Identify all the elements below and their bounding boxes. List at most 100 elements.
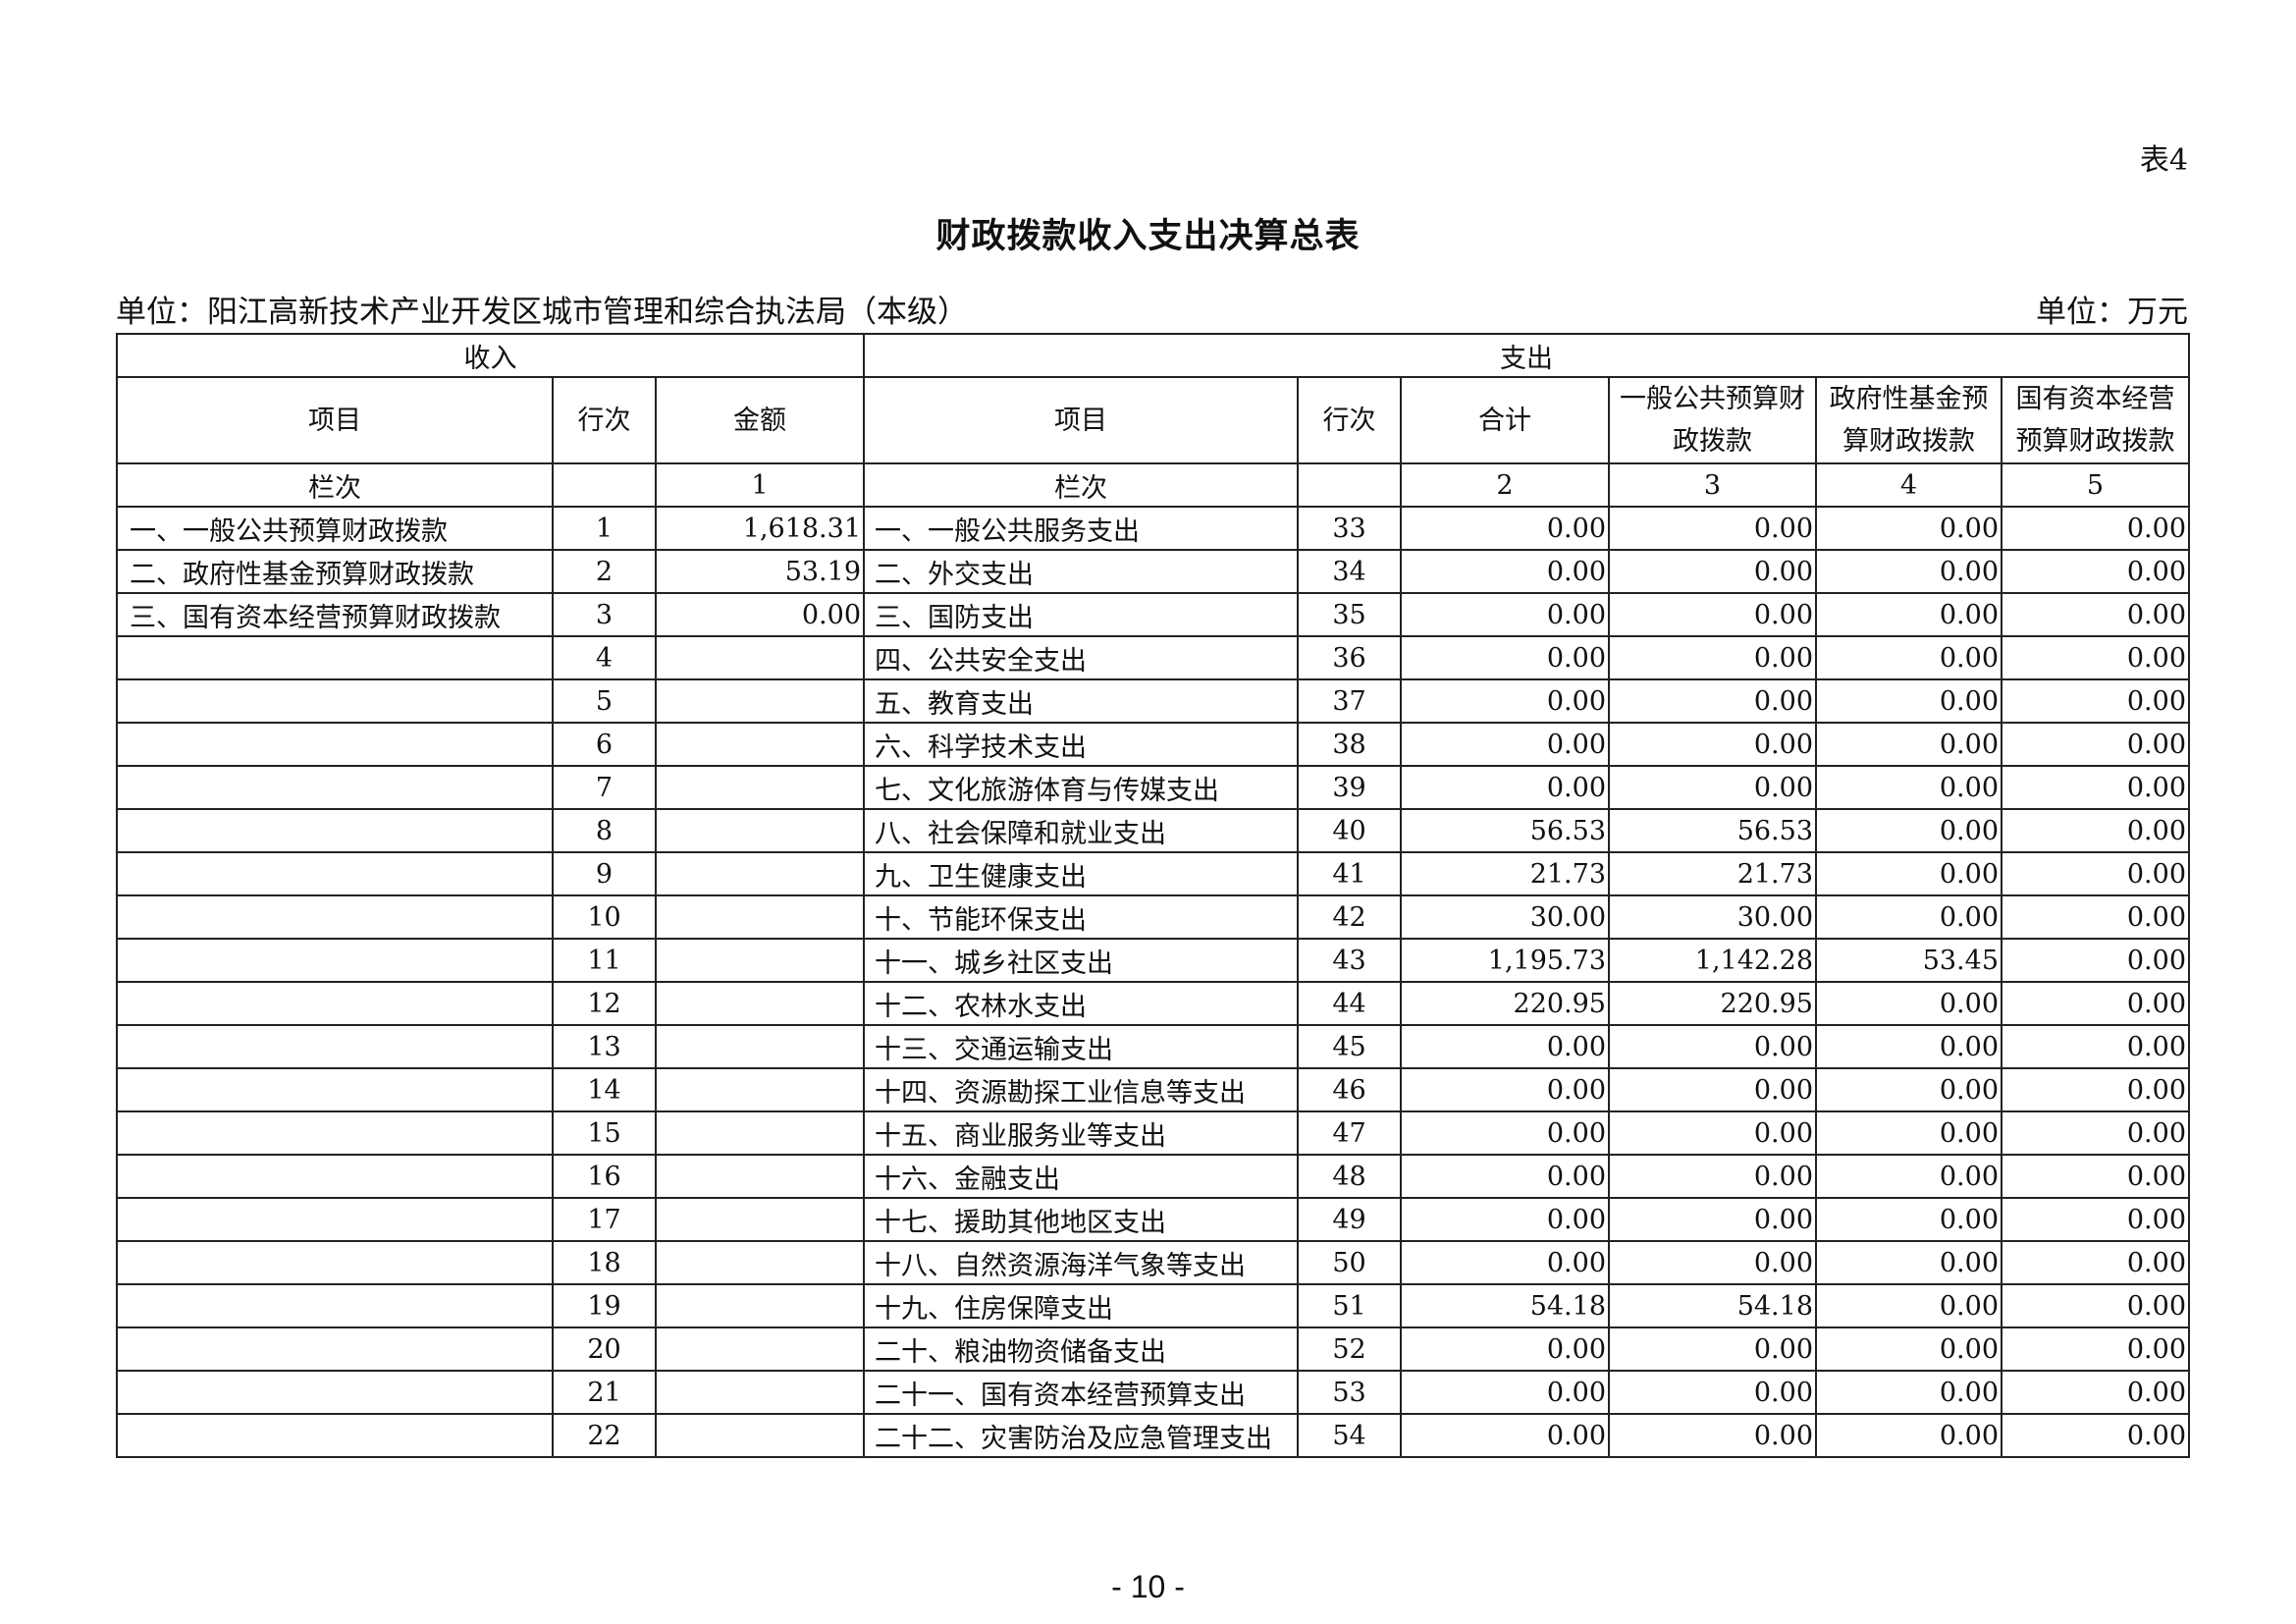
expense-general: 0.00 [1608, 1197, 1817, 1242]
expense-fund: 0.00 [1815, 1067, 2002, 1112]
expense-fund: 0.00 [1815, 1110, 2002, 1156]
income-item [116, 938, 554, 983]
income-row-no: 9 [552, 851, 657, 896]
expense-item: 十八、自然资源海洋气象等支出 [863, 1240, 1299, 1285]
expense-item: 二十一、国有资本经营预算支出 [863, 1370, 1299, 1415]
expense-row-no: 38 [1297, 722, 1402, 767]
col-3: 3 [1608, 462, 1817, 508]
expense-item: 十五、商业服务业等支出 [863, 1110, 1299, 1156]
income-amount [655, 1197, 865, 1242]
expense-total: 0.00 [1400, 549, 1610, 594]
expense-state-capital: 0.00 [2001, 635, 2190, 680]
income-amount [655, 1024, 865, 1069]
income-item [116, 808, 554, 853]
header-item: 项目 [116, 376, 554, 464]
expense-state-capital: 0.00 [2001, 808, 2190, 853]
expense-general: 1,142.28 [1608, 938, 1817, 983]
expense-general: 0.00 [1608, 1370, 1817, 1415]
expense-general: 0.00 [1608, 1024, 1817, 1069]
expense-general: 56.53 [1608, 808, 1817, 853]
income-item [116, 635, 554, 680]
table-row: 18 十八、自然资源海洋气象等支出 50 0.00 0.00 0.00 0.00 [116, 1240, 2190, 1285]
header-total: 合计 [1400, 376, 1610, 464]
table-row: 12 十二、农林水支出 44 220.95 220.95 0.00 0.00 [116, 981, 2190, 1026]
header-row-column-numbers: 栏次 1 栏次 2 3 4 5 [116, 462, 2190, 508]
expense-item: 十三、交通运输支出 [863, 1024, 1299, 1069]
expense-fund: 0.00 [1815, 635, 2002, 680]
table-row: 16 十六、金融支出 48 0.00 0.00 0.00 0.00 [116, 1154, 2190, 1199]
income-row-no: 17 [552, 1197, 657, 1242]
expense-general: 0.00 [1608, 1413, 1817, 1458]
expense-state-capital: 0.00 [2001, 1024, 2190, 1069]
expense-general: 220.95 [1608, 981, 1817, 1026]
expense-fund: 0.00 [1815, 1024, 2002, 1069]
table-row: 一、一般公共预算财政拨款 1 1,618.31 一、一般公共服务支出 33 0.00 0.0… [116, 506, 2190, 551]
income-row-no: 8 [552, 808, 657, 853]
expense-general: 0.00 [1608, 678, 1817, 724]
expense-total: 0.00 [1400, 506, 1610, 551]
table-number: 表4 [2139, 143, 2188, 178]
expense-item: 二十二、灾害防治及应急管理支出 [863, 1413, 1299, 1458]
header-amount: 金额 [655, 376, 865, 464]
income-item [116, 894, 554, 940]
table-row: 7 七、文化旅游体育与传媒支出 39 0.00 0.00 0.00 0.00 [116, 765, 2190, 810]
expense-fund: 53.45 [1815, 938, 2002, 983]
income-amount [655, 765, 865, 810]
expense-total: 1,195.73 [1400, 938, 1610, 983]
expense-state-capital: 0.00 [2001, 549, 2190, 594]
expense-fund: 0.00 [1815, 1326, 2002, 1372]
income-amount [655, 1413, 865, 1458]
expense-state-capital: 0.00 [2001, 1370, 2190, 1415]
income-item [116, 678, 554, 724]
expense-item: 三、国防支出 [863, 592, 1299, 637]
income-amount: 0.00 [655, 592, 865, 637]
expense-general: 30.00 [1608, 894, 1817, 940]
income-row-no: 16 [552, 1154, 657, 1199]
expense-item: 十六、金融支出 [863, 1154, 1299, 1199]
col-4: 4 [1815, 462, 2002, 508]
income-item [116, 1413, 554, 1458]
expense-item: 十九、住房保障支出 [863, 1283, 1299, 1328]
income-row-no: 11 [552, 938, 657, 983]
expense-item: 十七、援助其他地区支出 [863, 1197, 1299, 1242]
expense-total: 0.00 [1400, 1240, 1610, 1285]
header-expense: 支出 [863, 333, 2190, 378]
expense-total: 0.00 [1400, 1413, 1610, 1458]
expense-row-no: 54 [1297, 1413, 1402, 1458]
income-row-no: 22 [552, 1413, 657, 1458]
expense-total: 0.00 [1400, 678, 1610, 724]
income-amount [655, 1067, 865, 1112]
expense-row-no: 53 [1297, 1370, 1402, 1415]
income-amount [655, 938, 865, 983]
col-label-expense: 栏次 [863, 462, 1299, 508]
income-amount: 1,618.31 [655, 506, 865, 551]
expense-state-capital: 0.00 [2001, 592, 2190, 637]
expense-state-capital: 0.00 [2001, 1283, 2190, 1328]
table-row: 19 十九、住房保障支出 51 54.18 54.18 0.00 0.00 [116, 1283, 2190, 1328]
expense-row-no: 40 [1297, 808, 1402, 853]
expense-row-no: 52 [1297, 1326, 1402, 1372]
expense-total: 0.00 [1400, 635, 1610, 680]
col-empty [552, 462, 657, 508]
income-row-no: 12 [552, 981, 657, 1026]
expense-state-capital: 0.00 [2001, 938, 2190, 983]
expense-state-capital: 0.00 [2001, 1326, 2190, 1372]
expense-general: 0.00 [1608, 635, 1817, 680]
expense-row-no: 39 [1297, 765, 1402, 810]
expense-item: 七、文化旅游体育与传媒支出 [863, 765, 1299, 810]
income-item [116, 981, 554, 1026]
expense-total: 0.00 [1400, 1370, 1610, 1415]
expense-row-no: 45 [1297, 1024, 1402, 1069]
income-item [116, 1197, 554, 1242]
expense-row-no: 48 [1297, 1154, 1402, 1199]
income-row-no: 1 [552, 506, 657, 551]
table-row: 三、国有资本经营预算财政拨款 3 0.00 三、国防支出 35 0.00 0.00 0.00 0… [116, 592, 2190, 637]
expense-row-no: 44 [1297, 981, 1402, 1026]
expense-state-capital: 0.00 [2001, 851, 2190, 896]
income-item: 一、一般公共预算财政拨款 [116, 506, 554, 551]
expense-item: 十四、资源勘探工业信息等支出 [863, 1067, 1299, 1112]
income-amount [655, 1283, 865, 1328]
header-fund: 政府性基金预算财政拨款 [1815, 376, 2002, 464]
col-5: 5 [2001, 462, 2190, 508]
income-row-no: 3 [552, 592, 657, 637]
